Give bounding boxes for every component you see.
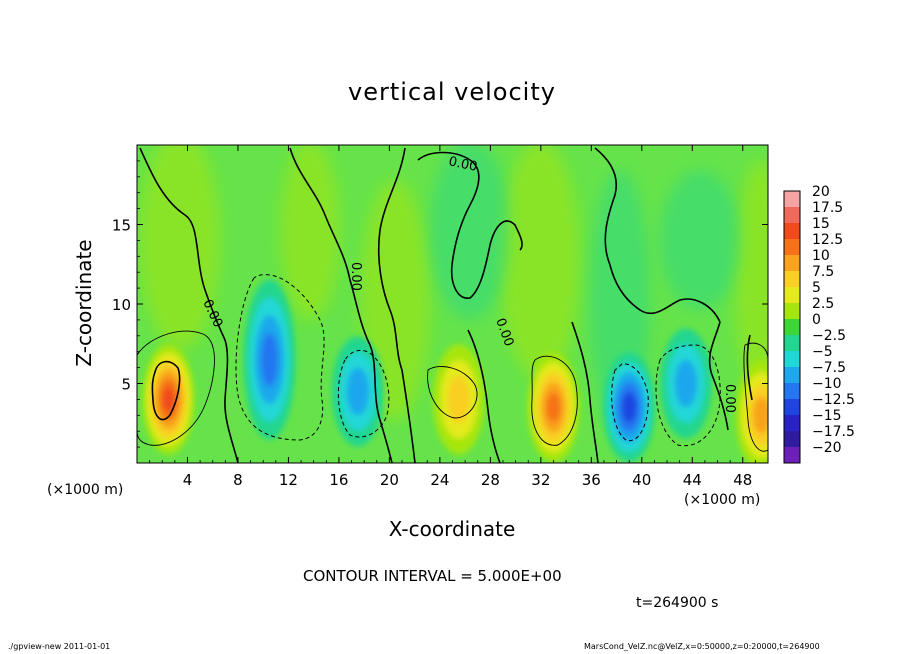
colorbar-label: 7.5 (812, 264, 834, 280)
contour-labels: 0.00 0.00 0.00 0.00 0.00 (199, 154, 737, 413)
colorbar-swatch (784, 271, 800, 288)
colorbar-label: 2.5 (812, 296, 834, 312)
x-tick-label: 16 (329, 471, 348, 489)
velocity-cells (142, 279, 768, 463)
footer-right-info: MarsCond_VelZ.nc@VelZ,x=0:50000,z=0:2000… (584, 642, 820, 651)
colorbar-swatch (784, 287, 800, 304)
x-tick-label: 12 (279, 471, 298, 489)
x-tick-label: 36 (582, 471, 601, 489)
velocity-cell-level (447, 375, 470, 423)
colorbar-label: −7.5 (812, 360, 846, 376)
colorbar-label: 12.5 (812, 232, 843, 248)
x-tick-label: 48 (733, 471, 752, 489)
colorbar-frame (783, 190, 801, 464)
y-tick-label: 5 (121, 376, 131, 394)
colorbar-swatch (784, 431, 800, 448)
chart-title: vertical velocity (348, 78, 556, 106)
colorbar-swatch (784, 191, 800, 208)
positive-contours (137, 330, 768, 452)
colorbar-swatch (784, 207, 800, 224)
x-tick-label: 8 (233, 471, 243, 489)
colorbar-label: 5 (812, 280, 821, 296)
colorbar-label: 17.5 (812, 200, 843, 216)
colorbar-swatch (784, 335, 800, 352)
velocity-cell-level (674, 359, 698, 408)
footer-left-info: ./gpview-new 2011-01-01 (8, 642, 111, 651)
x-unit-right: (×1000 m) (684, 492, 761, 508)
y-axis-label: Z-coordinate (72, 239, 96, 367)
velocity-cell-level (546, 392, 561, 423)
colorbar-label: −10 (812, 376, 842, 392)
colorbar-swatch (784, 367, 800, 384)
velocity-cell-level (622, 392, 637, 423)
colorbar-label: 15 (812, 216, 830, 232)
colorbar-swatch (784, 223, 800, 240)
x-axis-label: X-coordinate (388, 517, 516, 541)
colorbar-swatch (784, 303, 800, 320)
x-tick-label: 24 (430, 471, 449, 489)
x-tick-label: 44 (683, 471, 702, 489)
velocity-cell-level (752, 397, 768, 434)
x-tick-label: 4 (183, 471, 193, 489)
y-tick-label: 15 (112, 217, 131, 235)
x-unit-left: (×1000 m) (47, 482, 124, 498)
contour-label: 0.00 (348, 262, 363, 291)
colorbar-label: −2.5 (812, 328, 846, 344)
x-tick-label: 40 (632, 471, 651, 489)
colorbar-label: 20 (812, 184, 830, 200)
y-axis: 5 10 15 (112, 160, 768, 448)
colorbar-swatch (784, 447, 800, 464)
velocity-cell-level (346, 367, 369, 416)
x-axis: 4 8 12 16 20 24 28 32 36 40 44 48 (149, 145, 756, 489)
colorbar-label: −17.5 (812, 424, 855, 440)
colorbar-swatch (784, 415, 800, 432)
colorbar-label: 10 (812, 248, 830, 264)
colorbar-label: −12.5 (812, 392, 855, 408)
time-label: t=264900 s (636, 595, 719, 611)
colorbar-label: 0 (812, 312, 821, 328)
colorbar-label: −20 (812, 440, 842, 456)
x-tick-label: 28 (481, 471, 500, 489)
weak-updraft-bands (140, 145, 768, 420)
velocity-cell-level (260, 332, 279, 387)
colorbar-swatch (784, 383, 800, 400)
y-tick-label: 10 (112, 296, 131, 314)
contour-interval: CONTOUR INTERVAL = 5.000E+00 (303, 567, 562, 585)
x-tick-label: 20 (380, 471, 399, 489)
velocity-cell-level (162, 386, 175, 413)
colorbar-label: −5 (812, 344, 833, 360)
colorbar-swatch (784, 399, 800, 416)
colorbar-swatch (784, 239, 800, 256)
contour-label: 0.00 (722, 384, 737, 413)
contour-label: 0.00 (447, 154, 478, 175)
zero-contours (139, 147, 753, 463)
colorbar-swatch (784, 351, 800, 368)
colorbar-swatch (784, 255, 800, 272)
colorbar-label: −15 (812, 408, 842, 424)
x-tick-label: 32 (531, 471, 550, 489)
negative-contours (235, 274, 721, 447)
colorbar: 2017.51512.5107.552.50−2.5−5−7.5−10−12.5… (783, 184, 855, 464)
colorbar-swatch (784, 319, 800, 336)
